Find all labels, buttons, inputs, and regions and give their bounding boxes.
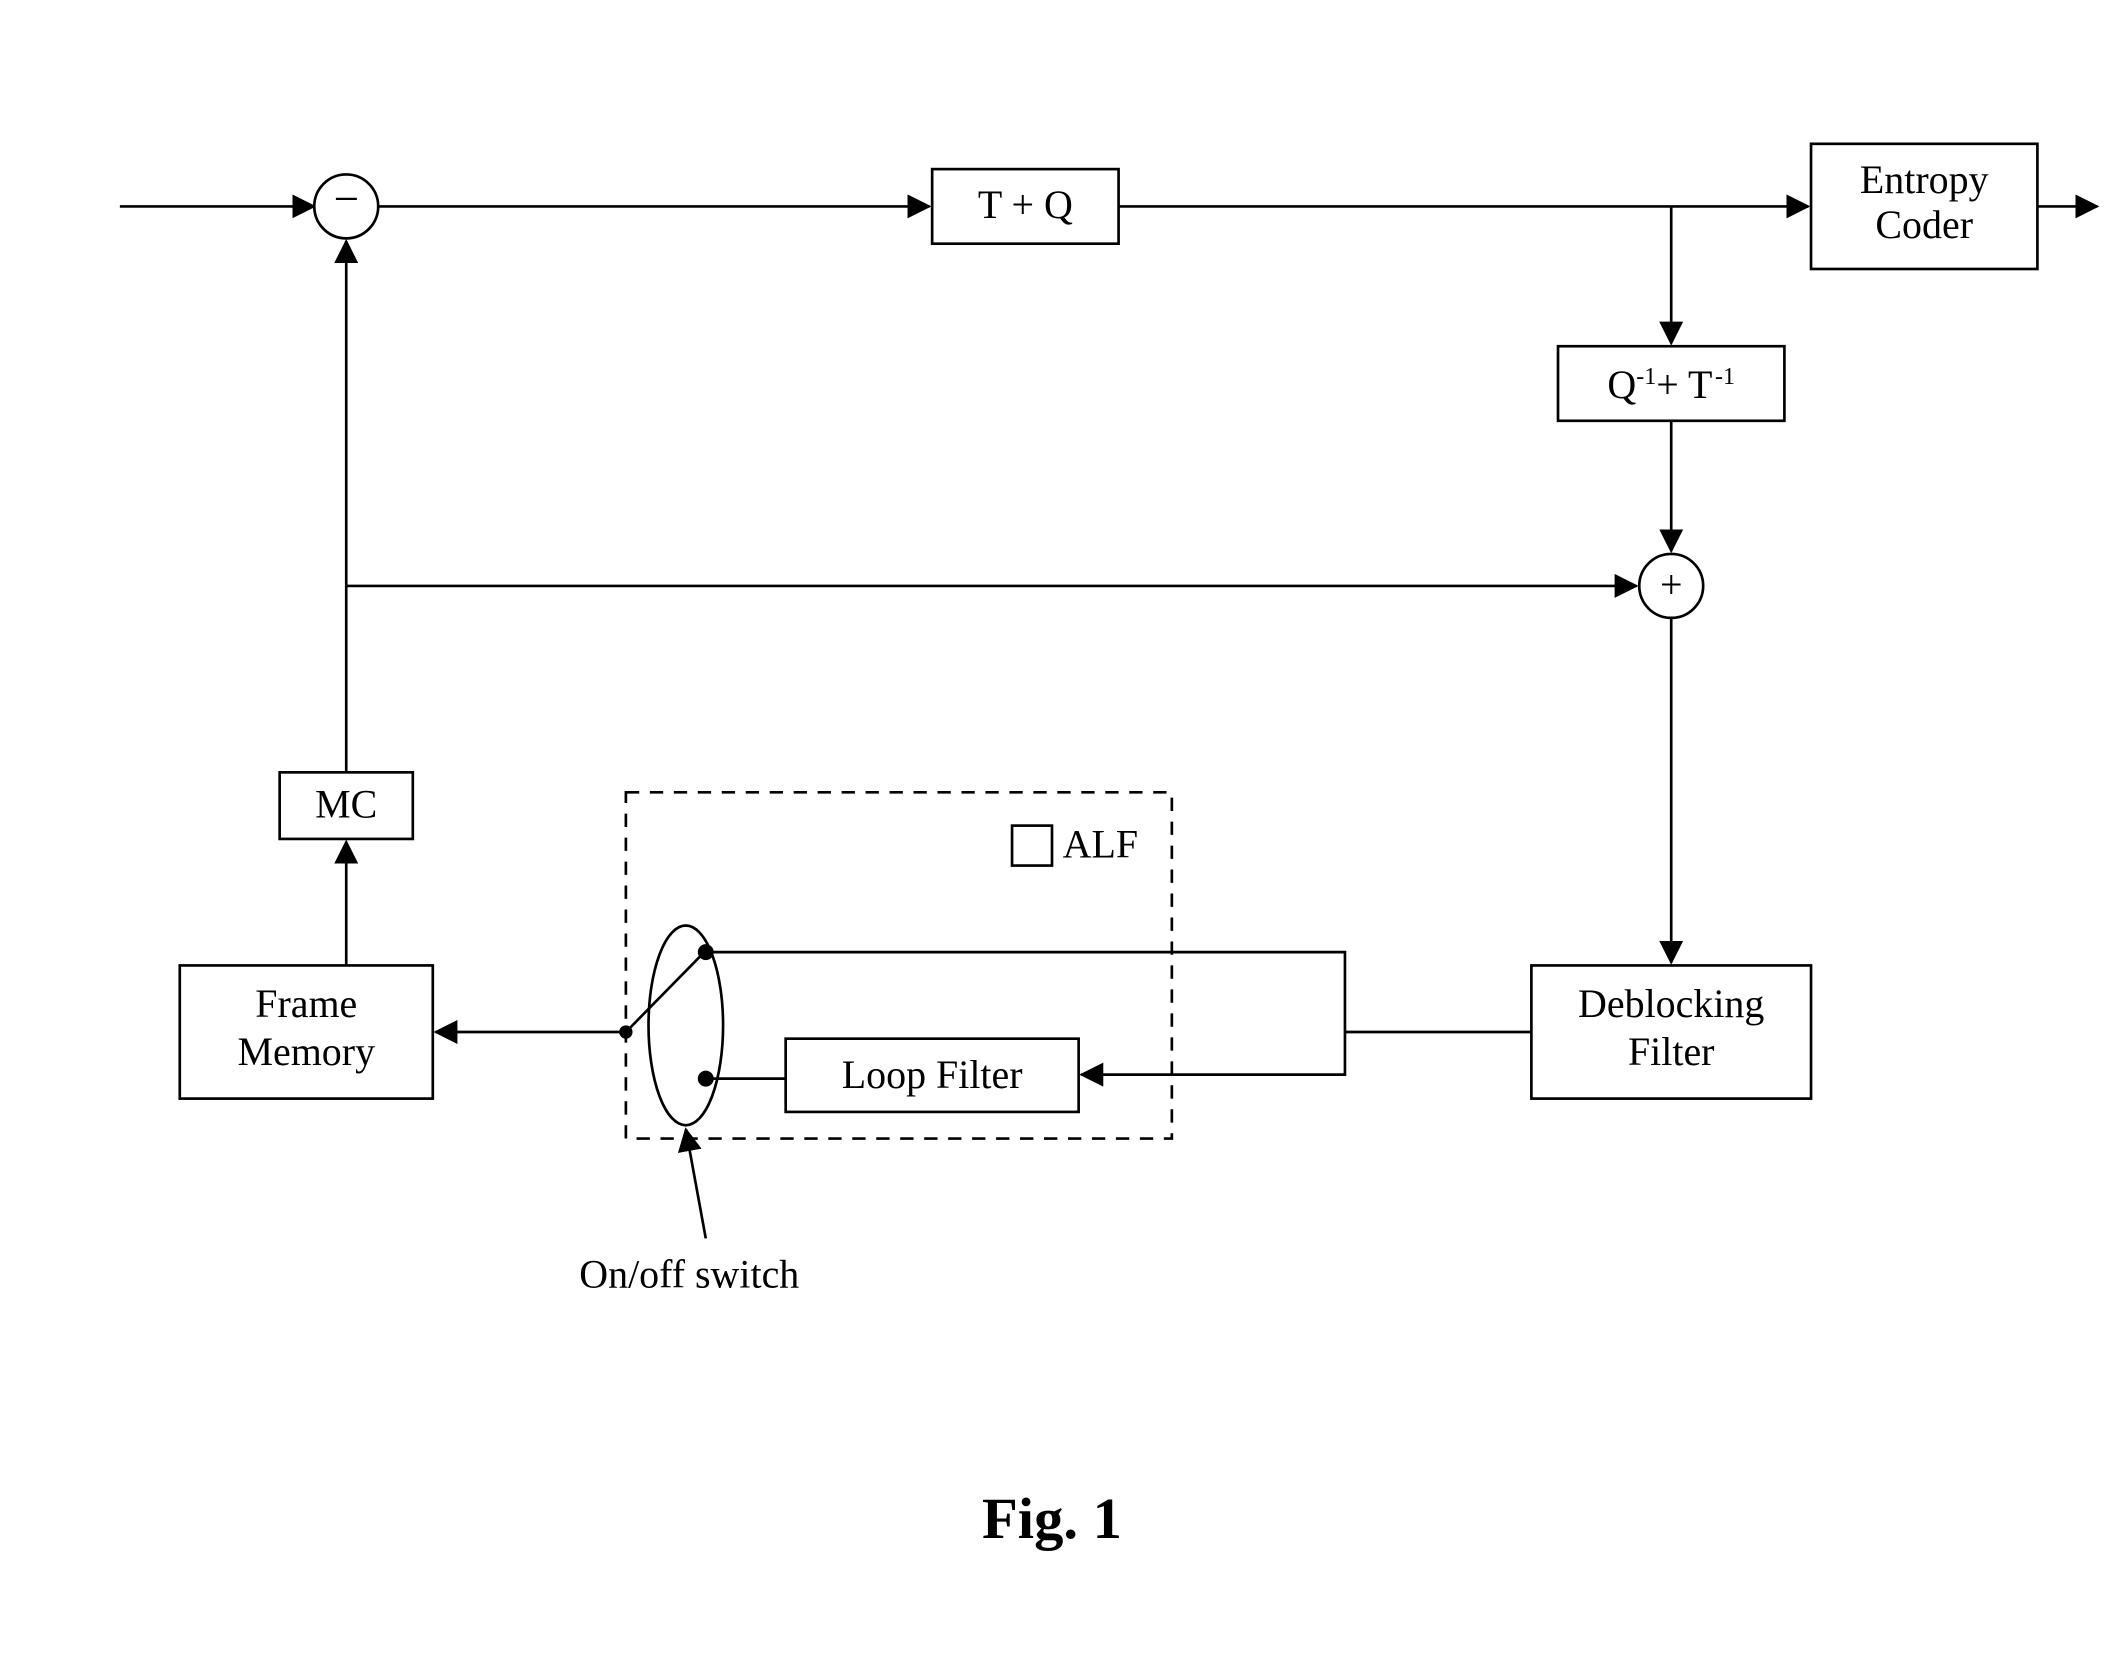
diagram-root: − T + Q Entropy Coder Q-1+ T-1 +: [0, 0, 2104, 1665]
frame-label-2: Memory: [238, 1029, 376, 1074]
switch-wiper: [626, 956, 701, 1032]
deblocking-filter-block: Deblocking Filter: [1531, 965, 1811, 1098]
deblock-label-1: Deblocking: [1578, 981, 1764, 1026]
frame-memory-block: Frame Memory: [180, 965, 433, 1098]
alf-label: ALF: [1063, 821, 1138, 866]
subtract-node: −: [314, 174, 378, 238]
mc-block: MC: [280, 772, 413, 839]
entropy-label-1: Entropy: [1860, 157, 1989, 202]
switch-contact-bottom: [698, 1071, 714, 1087]
add-node: +: [1639, 554, 1703, 618]
tq-label: T + Q: [978, 182, 1073, 227]
entropy-label-2: Coder: [1875, 202, 1973, 247]
entropy-coder-block: Entropy Coder: [1811, 144, 2037, 269]
tq-block: T + Q: [932, 169, 1118, 244]
inverse-tq-block: Q-1+ T-1: [1558, 346, 1784, 421]
subtract-symbol: −: [333, 174, 359, 224]
add-symbol: +: [1660, 562, 1683, 607]
deblock-label-2: Filter: [1628, 1029, 1715, 1074]
loop-filter-block: Loop Filter: [786, 1039, 1079, 1112]
edge-deblock-switch-top: [706, 952, 1345, 1032]
loop-filter-label: Loop Filter: [842, 1052, 1023, 1097]
switch-annotation-label: On/off switch: [579, 1252, 799, 1297]
alf-marker: ALF: [1012, 821, 1138, 866]
figure-caption: Fig. 1: [982, 1486, 1122, 1551]
frame-label-1: Frame: [255, 981, 357, 1026]
mc-label: MC: [315, 781, 377, 826]
edge-deblock-loopfilter: [1081, 1032, 1345, 1075]
switch-annotation-arrow: [686, 1129, 706, 1238]
switch: [619, 925, 723, 1125]
